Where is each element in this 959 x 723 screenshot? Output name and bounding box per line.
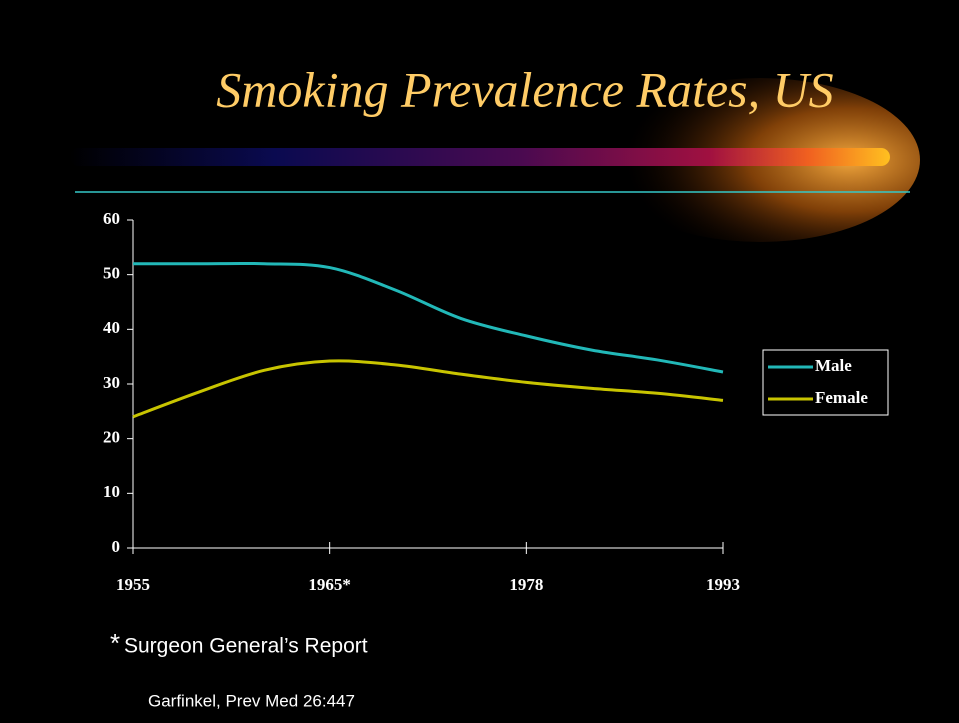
footnote: Surgeon General’s Report bbox=[124, 635, 368, 658]
y-tick-label: 30 bbox=[103, 373, 120, 392]
y-tick-label: 60 bbox=[103, 209, 120, 228]
x-tick-label: 1993 bbox=[706, 575, 740, 594]
y-tick-label: 0 bbox=[112, 537, 121, 556]
y-tick-label: 50 bbox=[103, 264, 120, 283]
x-tick-label: 1955 bbox=[116, 575, 150, 594]
y-tick-label: 20 bbox=[103, 428, 120, 447]
footnote-mark: * bbox=[110, 628, 120, 658]
y-tick-label: 10 bbox=[103, 482, 120, 501]
x-tick-label: 1978 bbox=[509, 575, 543, 594]
legend-label: Male bbox=[815, 356, 852, 375]
slide-title: Smoking Prevalence Rates, US bbox=[216, 61, 833, 117]
legend-box bbox=[762, 349, 889, 416]
x-tick-label: 1965* bbox=[308, 575, 351, 594]
series-line bbox=[132, 359, 724, 419]
source: Garfinkel, Prev Med 26:447 bbox=[148, 691, 355, 710]
chart: 0 10 20 30 40 50 60 1955 1965* 1978 1993 Male Female bbox=[103, 209, 889, 594]
y-tick-label: 40 bbox=[103, 318, 120, 337]
decor-bar bbox=[70, 148, 890, 166]
legend-label: Female bbox=[815, 388, 868, 407]
series-line bbox=[133, 261, 724, 374]
